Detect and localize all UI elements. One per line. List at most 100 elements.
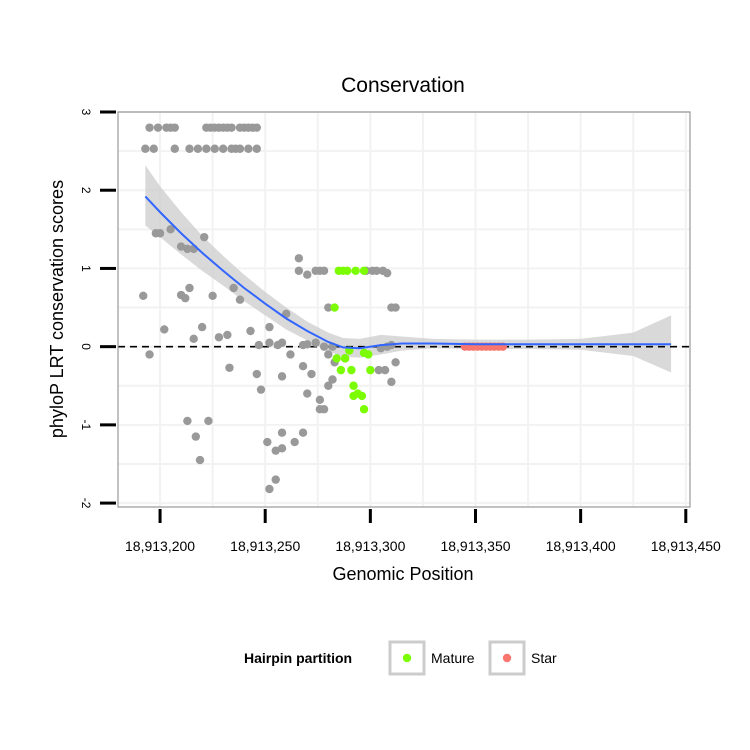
legend-label-star: Star <box>531 650 557 666</box>
point-other <box>252 369 261 379</box>
point-other <box>319 266 329 275</box>
x-axis: 18,913,200 18,913,250 18,913,300 18,913,350… <box>125 509 721 554</box>
point-other <box>202 144 211 153</box>
plot-panel-border <box>117 111 691 508</box>
point-other <box>200 232 209 242</box>
point-other <box>183 416 192 426</box>
plot-panel <box>118 112 690 507</box>
point-other <box>244 144 253 153</box>
y-tick-label: -1 <box>79 420 93 431</box>
point-other <box>391 358 400 367</box>
confidence-band <box>145 165 672 373</box>
point-other <box>290 437 299 447</box>
x-axis-label: Genomic Position <box>332 564 473 584</box>
x-tick-label: 18,913,350 <box>440 538 510 554</box>
legend-marker-mature <box>402 653 412 663</box>
point-other <box>265 484 274 494</box>
point-other <box>197 322 207 332</box>
point-other <box>139 291 148 301</box>
point-mature <box>349 381 358 390</box>
point-mature <box>343 266 352 275</box>
y-axis: -2 -1 0 1 2 3 <box>79 109 116 509</box>
point-other <box>223 330 232 340</box>
point-other <box>218 144 228 153</box>
point-mature <box>364 350 373 359</box>
point-other <box>185 144 194 153</box>
point-other <box>256 385 266 394</box>
point-other <box>324 381 333 390</box>
point-other <box>294 266 304 275</box>
point-other <box>265 322 274 332</box>
point-other <box>225 363 234 372</box>
y-tick-label: 0 <box>79 343 93 350</box>
legend-marker-star <box>502 653 512 663</box>
point-other <box>374 365 383 375</box>
point-other <box>155 229 165 238</box>
chart-title: Conservation <box>341 74 465 97</box>
point-other <box>170 123 179 132</box>
point-other <box>229 283 238 293</box>
point-mature <box>332 354 341 363</box>
point-other <box>208 291 217 301</box>
point-other <box>235 295 245 304</box>
point-other <box>170 144 179 153</box>
y-axis-label: phyloP LRT conservation scores <box>47 180 67 438</box>
point-mature <box>340 354 350 363</box>
point-other <box>311 338 320 347</box>
point-other <box>149 144 158 153</box>
point-other <box>298 362 308 371</box>
x-tick-label: 18,913,250 <box>230 538 300 554</box>
point-other <box>176 242 186 251</box>
point-other <box>328 375 337 384</box>
point-other <box>372 266 381 275</box>
point-other <box>319 342 329 351</box>
point-other <box>277 444 287 453</box>
point-other <box>252 144 261 153</box>
y-tick-label: 1 <box>79 265 93 272</box>
point-mature <box>347 365 356 375</box>
x-tick-label: 18,913,300 <box>335 538 405 554</box>
point-mature <box>359 266 369 275</box>
point-other <box>181 293 190 303</box>
point-mature <box>336 365 346 375</box>
y-tick-label: 2 <box>79 187 93 194</box>
point-other <box>235 144 245 153</box>
point-other <box>319 405 329 414</box>
point-mature <box>349 391 358 401</box>
y-tick-label: -2 <box>79 498 93 509</box>
legend-key-mature <box>388 640 426 676</box>
point-other <box>254 340 264 350</box>
point-other <box>214 333 224 342</box>
point-other <box>303 340 312 349</box>
legend-label-mature: Mature <box>431 650 475 666</box>
point-other <box>303 270 312 279</box>
point-other <box>246 326 255 336</box>
point-other <box>145 123 154 132</box>
x-tick-label: 18,913,400 <box>546 538 616 554</box>
point-other <box>277 338 287 347</box>
confidence-ribbon <box>145 165 672 373</box>
point-other <box>145 350 154 359</box>
smooth-fit-line <box>144 195 672 350</box>
point-other <box>307 369 316 379</box>
point-other <box>387 377 396 387</box>
point-other <box>210 144 219 153</box>
point-other <box>195 455 205 465</box>
point-mature <box>359 405 369 414</box>
point-other <box>185 283 194 293</box>
point-other <box>252 123 261 132</box>
y-tick-label: 3 <box>79 109 93 116</box>
point-other <box>183 244 192 254</box>
point-other <box>166 225 175 234</box>
point-other <box>303 389 312 398</box>
point-other <box>227 123 236 132</box>
legend: Hairpin partition Mature Star <box>244 640 557 676</box>
point-mature <box>357 391 367 401</box>
point-other <box>153 123 163 132</box>
point-other <box>286 350 295 359</box>
point-other <box>189 334 198 344</box>
point-other <box>265 338 274 347</box>
point-other <box>324 350 333 359</box>
point-other <box>141 144 150 153</box>
